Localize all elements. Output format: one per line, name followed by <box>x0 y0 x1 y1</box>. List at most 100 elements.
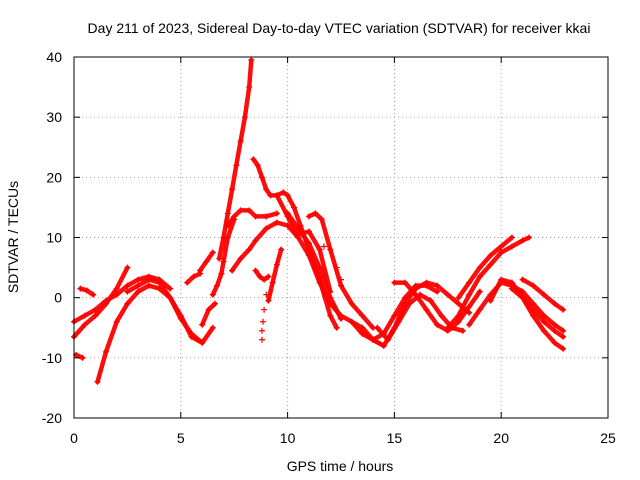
data-point <box>434 282 441 289</box>
series-line <box>125 277 205 346</box>
data-point <box>267 192 274 199</box>
data-point <box>466 303 473 310</box>
data-point <box>338 282 344 289</box>
data-point <box>273 261 280 268</box>
y-tick-label: 30 <box>46 109 62 125</box>
data-point <box>263 186 270 193</box>
x-axis-label: GPS time / hours <box>287 458 394 474</box>
data-point <box>295 231 302 238</box>
data-point <box>237 255 244 262</box>
data-point <box>209 291 216 298</box>
series-pass-c <box>77 285 97 298</box>
data-point <box>103 348 110 355</box>
data-point <box>156 279 163 286</box>
data-point <box>459 327 466 334</box>
data-point <box>318 216 325 223</box>
data-point <box>320 243 327 250</box>
data-point <box>316 264 323 271</box>
data-point <box>498 249 505 256</box>
data-point <box>525 234 532 241</box>
y-tick-label: -10 <box>42 350 62 366</box>
data-point <box>260 318 267 325</box>
data-point <box>406 300 413 307</box>
data-point <box>124 288 131 295</box>
y-tick-label: 40 <box>46 49 62 65</box>
data-point <box>374 324 381 331</box>
data-point <box>391 312 398 319</box>
data-point <box>551 339 558 346</box>
grid-lines <box>74 57 608 418</box>
isolated-points <box>258 243 344 343</box>
data-point <box>508 243 515 250</box>
data-point <box>291 204 298 211</box>
data-point <box>444 291 451 298</box>
data-point <box>94 378 101 385</box>
data-point <box>188 330 195 337</box>
data-point <box>466 291 473 298</box>
axis-ticks <box>73 56 609 419</box>
data-point <box>124 300 131 307</box>
data-point <box>248 57 255 64</box>
series-pass-b <box>71 273 174 325</box>
y-tick-label: 0 <box>54 290 62 306</box>
series-line <box>285 211 344 321</box>
data-point <box>391 279 398 286</box>
series-pass-p <box>284 210 344 322</box>
data-point <box>246 246 253 253</box>
data-point <box>560 306 567 313</box>
data-point <box>265 297 272 304</box>
series-line <box>71 265 130 340</box>
data-point <box>246 84 253 91</box>
data-point <box>92 306 99 313</box>
data-point <box>280 189 287 196</box>
data-point <box>284 222 291 229</box>
data-point <box>476 273 483 280</box>
data-point <box>508 285 515 292</box>
data-point <box>327 294 334 301</box>
data-point <box>145 276 152 283</box>
series-pass-y <box>444 234 532 331</box>
series-pass-x <box>391 279 483 334</box>
chart-title: Day 211 of 2023, Sidereal Day-to-day VTE… <box>88 20 591 36</box>
series-line <box>296 229 333 294</box>
data-point <box>455 312 462 319</box>
data-point <box>395 318 402 325</box>
series-line <box>253 268 271 282</box>
x-tick-label: 20 <box>493 430 509 446</box>
data-point <box>327 288 334 295</box>
x-tick-labels: 0 5 10 15 20 25 <box>70 430 616 446</box>
data-point <box>197 267 204 274</box>
data-point <box>229 267 236 274</box>
data-point <box>199 321 206 328</box>
data-point <box>229 186 236 193</box>
data-point <box>348 318 355 325</box>
data-point <box>250 156 257 163</box>
series-line <box>210 217 237 297</box>
data-point <box>412 291 419 298</box>
data-point <box>135 282 142 289</box>
data-point <box>224 222 231 229</box>
data-point <box>423 306 430 313</box>
data-point <box>263 291 270 298</box>
series-pass-ad <box>519 276 567 313</box>
y-tick-label: 20 <box>46 169 62 185</box>
data-point <box>237 138 244 145</box>
data-point <box>519 294 526 301</box>
series-pass-k <box>216 57 255 262</box>
data-point <box>258 174 265 181</box>
data-point <box>79 354 86 361</box>
series-line <box>216 57 254 261</box>
data-point <box>333 324 340 331</box>
data-point <box>305 252 312 259</box>
data-point <box>218 270 225 277</box>
series-pass-q <box>295 228 334 295</box>
data-point <box>254 162 261 169</box>
series-pass-m <box>224 207 280 229</box>
data-point <box>540 327 547 334</box>
series-line <box>229 220 301 273</box>
data-point <box>508 279 515 286</box>
data-point <box>455 318 462 325</box>
data-point <box>220 234 227 241</box>
y-tick-label: 10 <box>46 230 62 246</box>
